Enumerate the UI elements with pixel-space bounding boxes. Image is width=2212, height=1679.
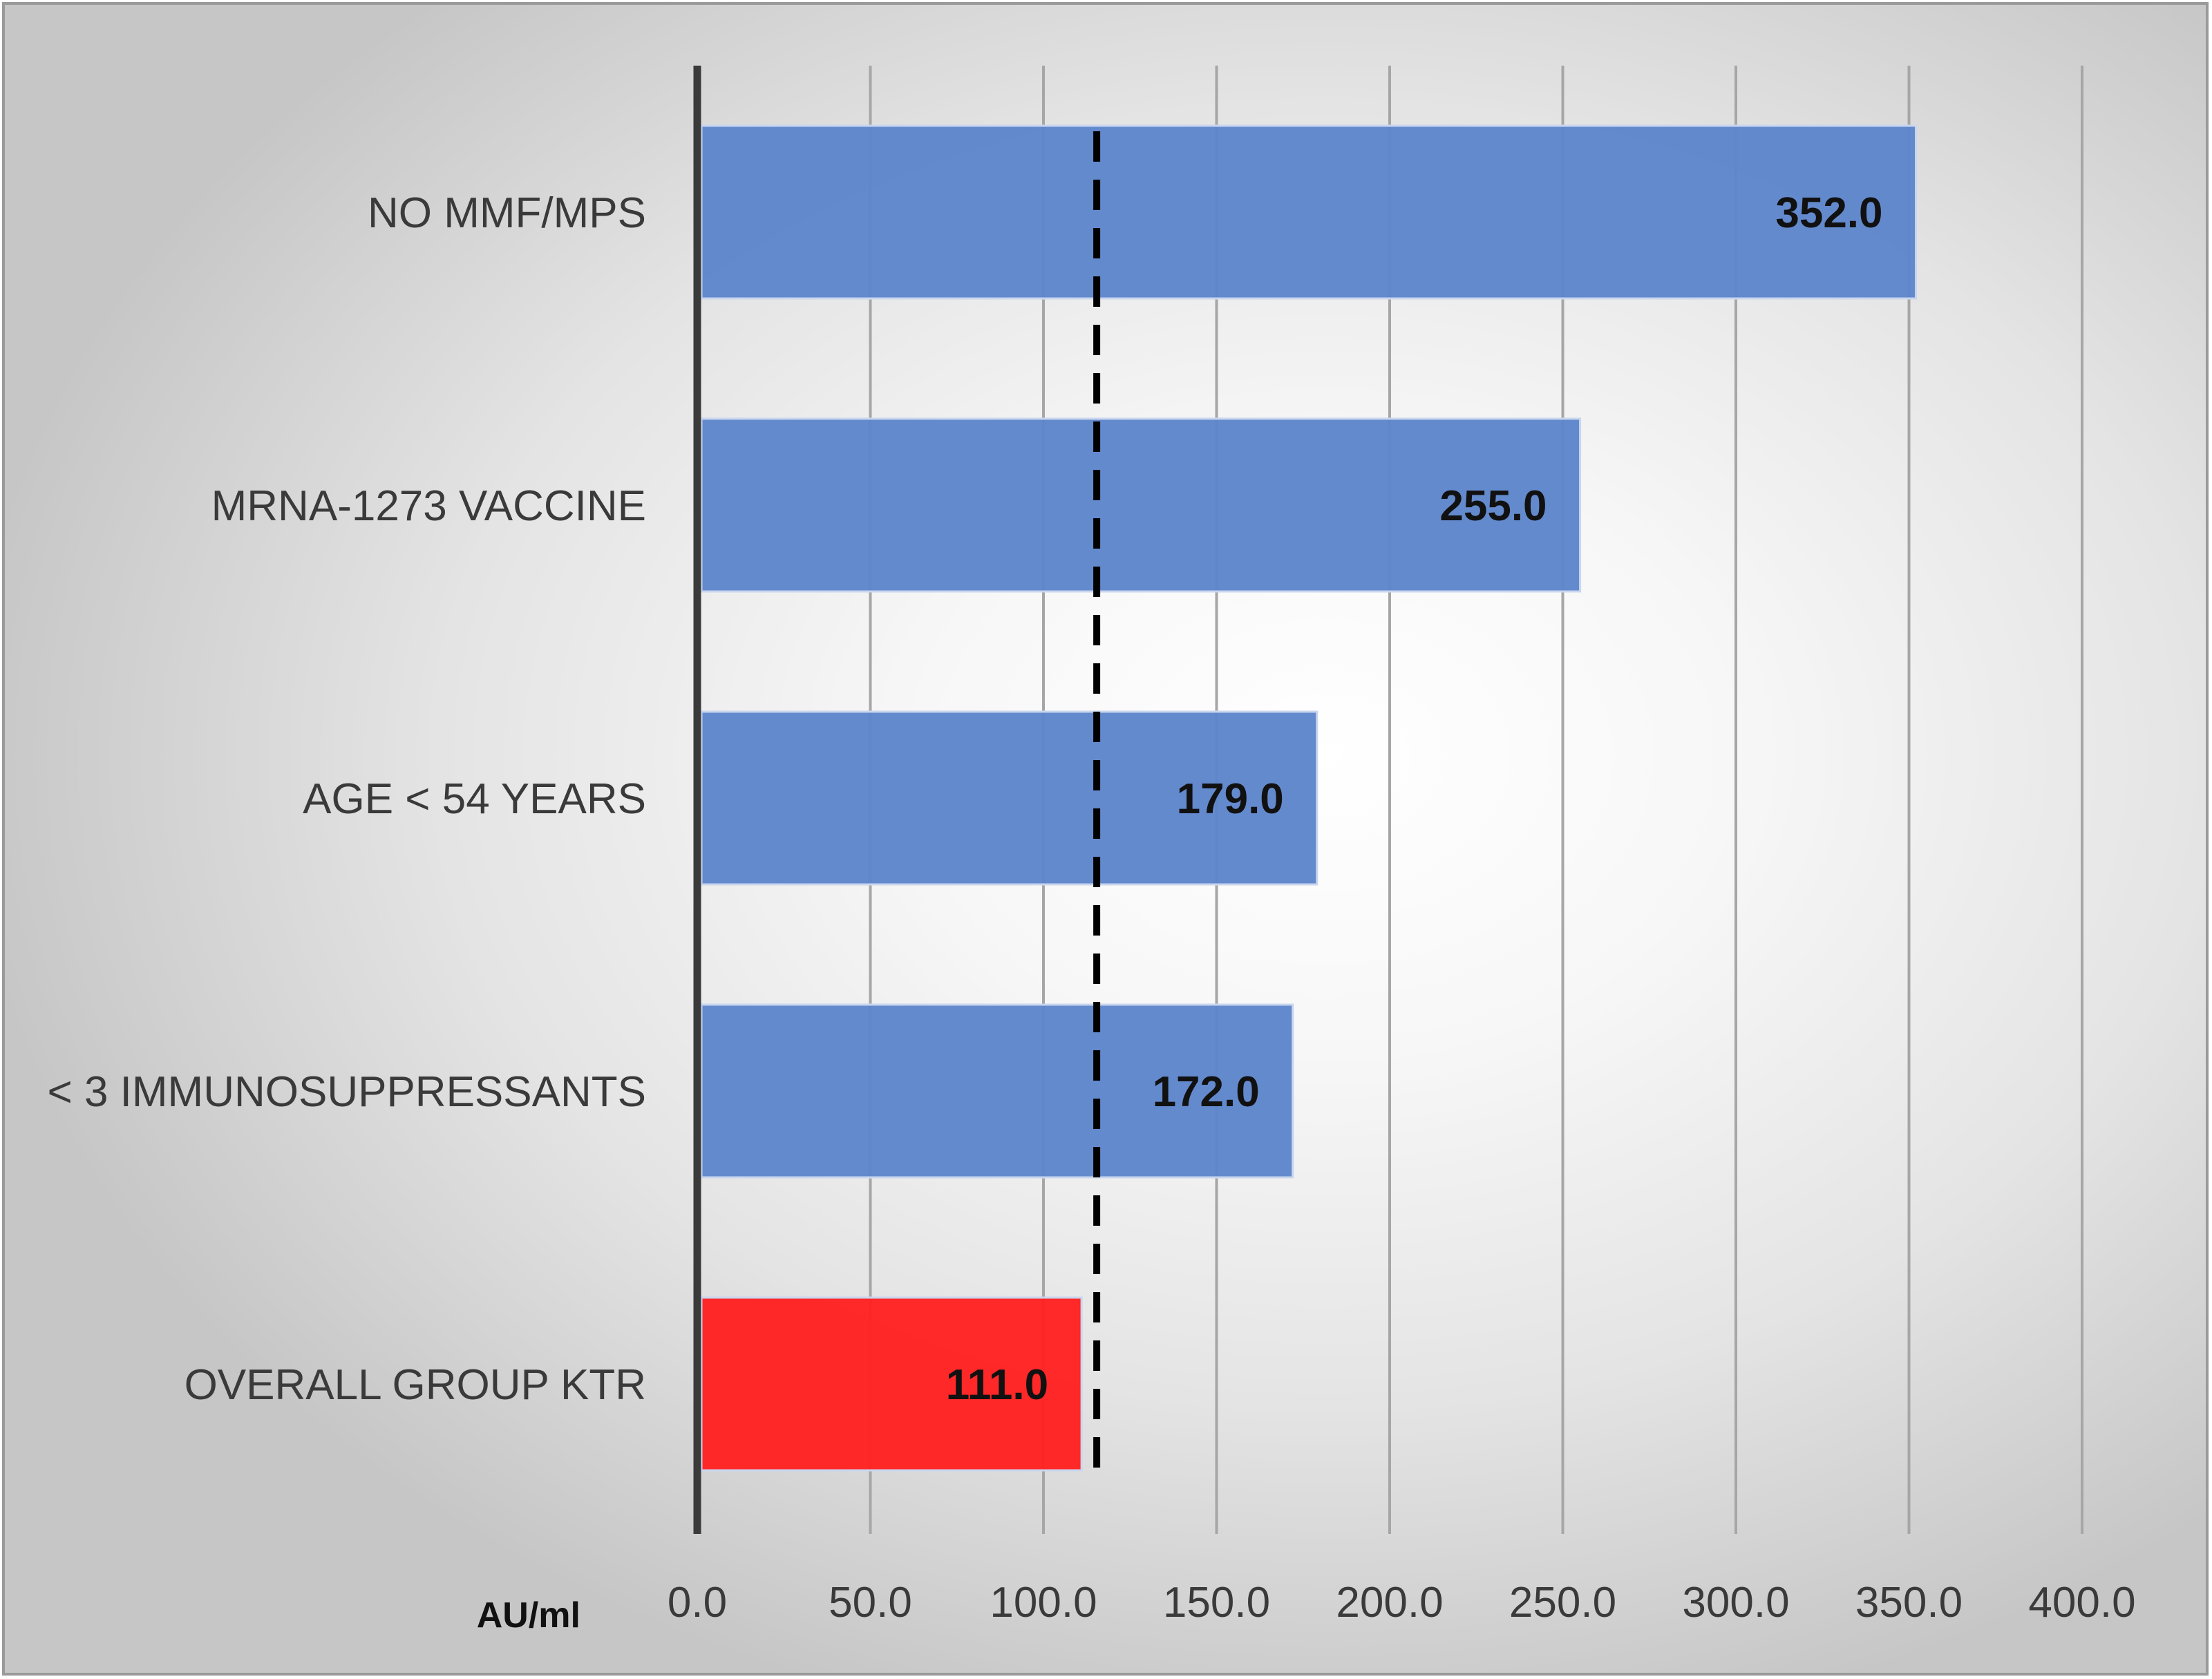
data-label-3: 179.0 bbox=[1177, 775, 1284, 823]
bar-4 bbox=[700, 1003, 1294, 1179]
x-tick-label-6: 300.0 bbox=[1682, 1579, 1789, 1626]
data-label-2: 255.0 bbox=[1439, 482, 1547, 530]
data-label-1: 352.0 bbox=[1775, 189, 1882, 237]
data-label-4: 172.0 bbox=[1153, 1068, 1260, 1116]
category-label-2: MRNA-1273 VACCINE bbox=[211, 482, 646, 530]
gridlines bbox=[869, 66, 2083, 1534]
bar-1 bbox=[700, 124, 1918, 300]
x-tick-label-7: 350.0 bbox=[1855, 1579, 1963, 1626]
bar-5 bbox=[700, 1296, 1083, 1472]
category-label-4: < 3 IMMUNOSUPPRESSANTS bbox=[48, 1068, 646, 1116]
data-label-5: 111.0 bbox=[946, 1361, 1048, 1409]
x-tick-label-5: 250.0 bbox=[1509, 1579, 1616, 1626]
category-label-1: NO MMF/MPS bbox=[368, 189, 646, 237]
x-tick-label-2: 100.0 bbox=[990, 1579, 1097, 1626]
x-axis-unit-label: AU/ml bbox=[477, 1595, 580, 1635]
x-tick-label-0: 0.0 bbox=[668, 1579, 727, 1626]
x-tick-label-3: 150.0 bbox=[1163, 1579, 1270, 1626]
axes bbox=[693, 66, 1101, 1534]
x-tick-label-4: 200.0 bbox=[1336, 1579, 1443, 1626]
category-label-5: OVERALL GROUP KTR bbox=[185, 1361, 646, 1409]
bar-2 bbox=[700, 417, 1582, 593]
x-tick-label-1: 50.0 bbox=[829, 1579, 912, 1626]
x-tick-label-8: 400.0 bbox=[2028, 1579, 2135, 1626]
bars bbox=[700, 124, 1918, 1472]
bar-3 bbox=[700, 710, 1318, 886]
category-label-3: AGE < 54 YEARS bbox=[303, 775, 646, 823]
labels: 0.0 50.0 100.0 150.0 200.0 250.0 300.0 350.0 400… bbox=[48, 189, 2136, 1626]
